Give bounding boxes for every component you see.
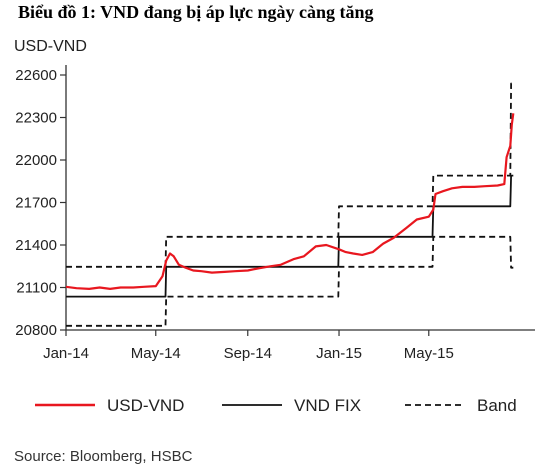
legend-band-label: Band [477, 396, 517, 415]
band-layer [66, 82, 514, 327]
y-tick-label: 22600 [15, 67, 57, 84]
y-tick-label: 21700 [15, 195, 57, 212]
usd-vnd-line [65, 113, 515, 290]
vnd-fix-line [66, 174, 514, 298]
x-tick-label: May-15 [404, 345, 454, 362]
x-tick-label: Jan-14 [43, 345, 89, 362]
rate-layer [65, 113, 515, 290]
fix-layer [66, 174, 514, 298]
y-tick-label: 21400 [15, 237, 57, 254]
axes: 20800 21100 21400 21700 22000 22300 22600 Jan-1… [15, 65, 535, 362]
legend: USD-VND VND FIX Band [35, 396, 517, 415]
y-tick-label: 20800 [15, 322, 57, 339]
legend-vnd-fix-label: VND FIX [294, 396, 361, 415]
legend-usd-vnd-label: USD-VND [107, 396, 184, 415]
band-upper-line [66, 82, 514, 268]
y-tick-label: 21100 [16, 280, 57, 297]
y-tick-label: 22000 [15, 152, 57, 169]
band-lower-line [66, 235, 514, 327]
x-tick-label: May-14 [131, 345, 181, 362]
source-note: Source: Bloomberg, HSBC [14, 448, 193, 465]
x-tick-label: Jan-15 [316, 345, 362, 362]
x-tick-label: Sep-14 [224, 345, 272, 362]
chart-title: Biểu đồ 1: VND đang bị áp lực ngày càng … [18, 2, 374, 22]
y-tick-label: 22300 [15, 110, 57, 127]
y-axis-label: USD-VND [14, 38, 87, 55]
